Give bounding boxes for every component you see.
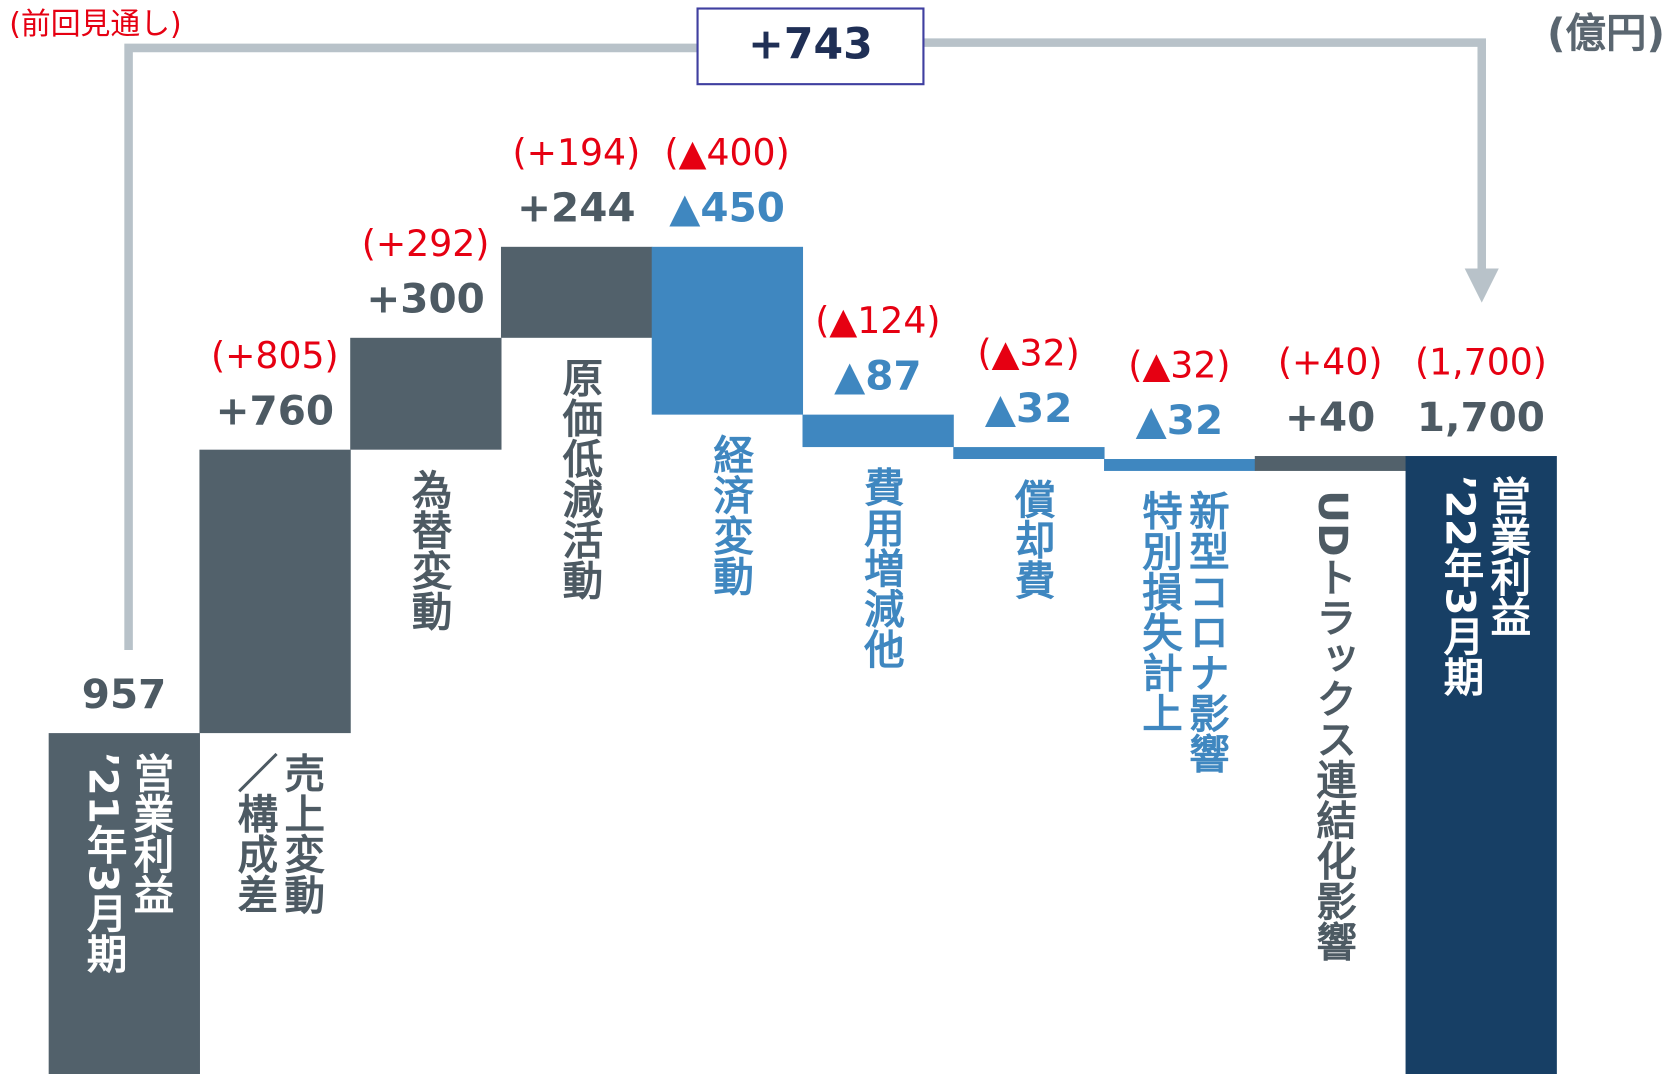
category-label: ’21年3月期	[80, 752, 128, 974]
prev-label: (+805)	[211, 334, 339, 377]
bar	[199, 449, 351, 734]
bar	[802, 414, 954, 448]
prev-label: (▲124)	[815, 299, 940, 342]
bar	[48, 733, 200, 1074]
bracket-left	[124, 43, 700, 650]
category-label: 費用増減他	[857, 466, 905, 669]
unit-label: (億円)	[1547, 9, 1665, 57]
category-label: 新型コロナ影響	[1182, 490, 1230, 774]
value-label: ▲450	[669, 184, 785, 232]
value-label: +40	[1285, 393, 1375, 441]
prev-label: (+194)	[512, 131, 640, 174]
prev-label: (▲32)	[1128, 343, 1230, 386]
bar	[953, 447, 1105, 460]
bar	[350, 337, 502, 450]
bar	[1405, 456, 1557, 1074]
annotation: +743	[748, 19, 873, 69]
value-label: ▲32	[1136, 396, 1223, 444]
category-label: 売上変動	[277, 752, 325, 915]
prev-label: (▲400)	[664, 131, 789, 174]
prev-label: (▲32)	[978, 331, 1080, 374]
category-label: 特別損失計上	[1135, 490, 1183, 733]
prev-label: (+292)	[362, 222, 490, 265]
category-label: 為替変動	[405, 468, 453, 631]
value-label: ▲32	[985, 384, 1072, 432]
category-label: ／構成差	[230, 752, 278, 914]
bar	[500, 246, 653, 338]
prev-label: (1,700)	[1415, 340, 1547, 383]
legend-label: (前回見通し)	[9, 7, 181, 42]
value-label: 1,700	[1417, 393, 1545, 441]
category-label: UDトラックス連結化影響	[1309, 490, 1357, 961]
category-label: 原価低減活動	[555, 357, 603, 601]
value-label: 957	[82, 670, 166, 718]
value-label: +244	[517, 184, 635, 232]
category-label: 経済変動	[706, 433, 754, 596]
value-label: +300	[366, 275, 484, 323]
bracket-arrow	[1464, 268, 1499, 303]
category-label: 営業利益	[127, 752, 175, 914]
bar	[651, 246, 804, 415]
category-label: 営業利益	[1483, 475, 1531, 637]
bar	[1104, 459, 1256, 471]
bracket-right	[923, 38, 1487, 272]
category-label: 償却費	[1008, 478, 1056, 600]
value-label: +760	[216, 386, 334, 434]
bar	[1254, 456, 1407, 471]
value-label: ▲87	[834, 351, 921, 399]
category-label: ’22年3月期	[1437, 475, 1485, 697]
prev-label: (+40)	[1278, 340, 1383, 383]
annotation-box	[696, 7, 925, 86]
